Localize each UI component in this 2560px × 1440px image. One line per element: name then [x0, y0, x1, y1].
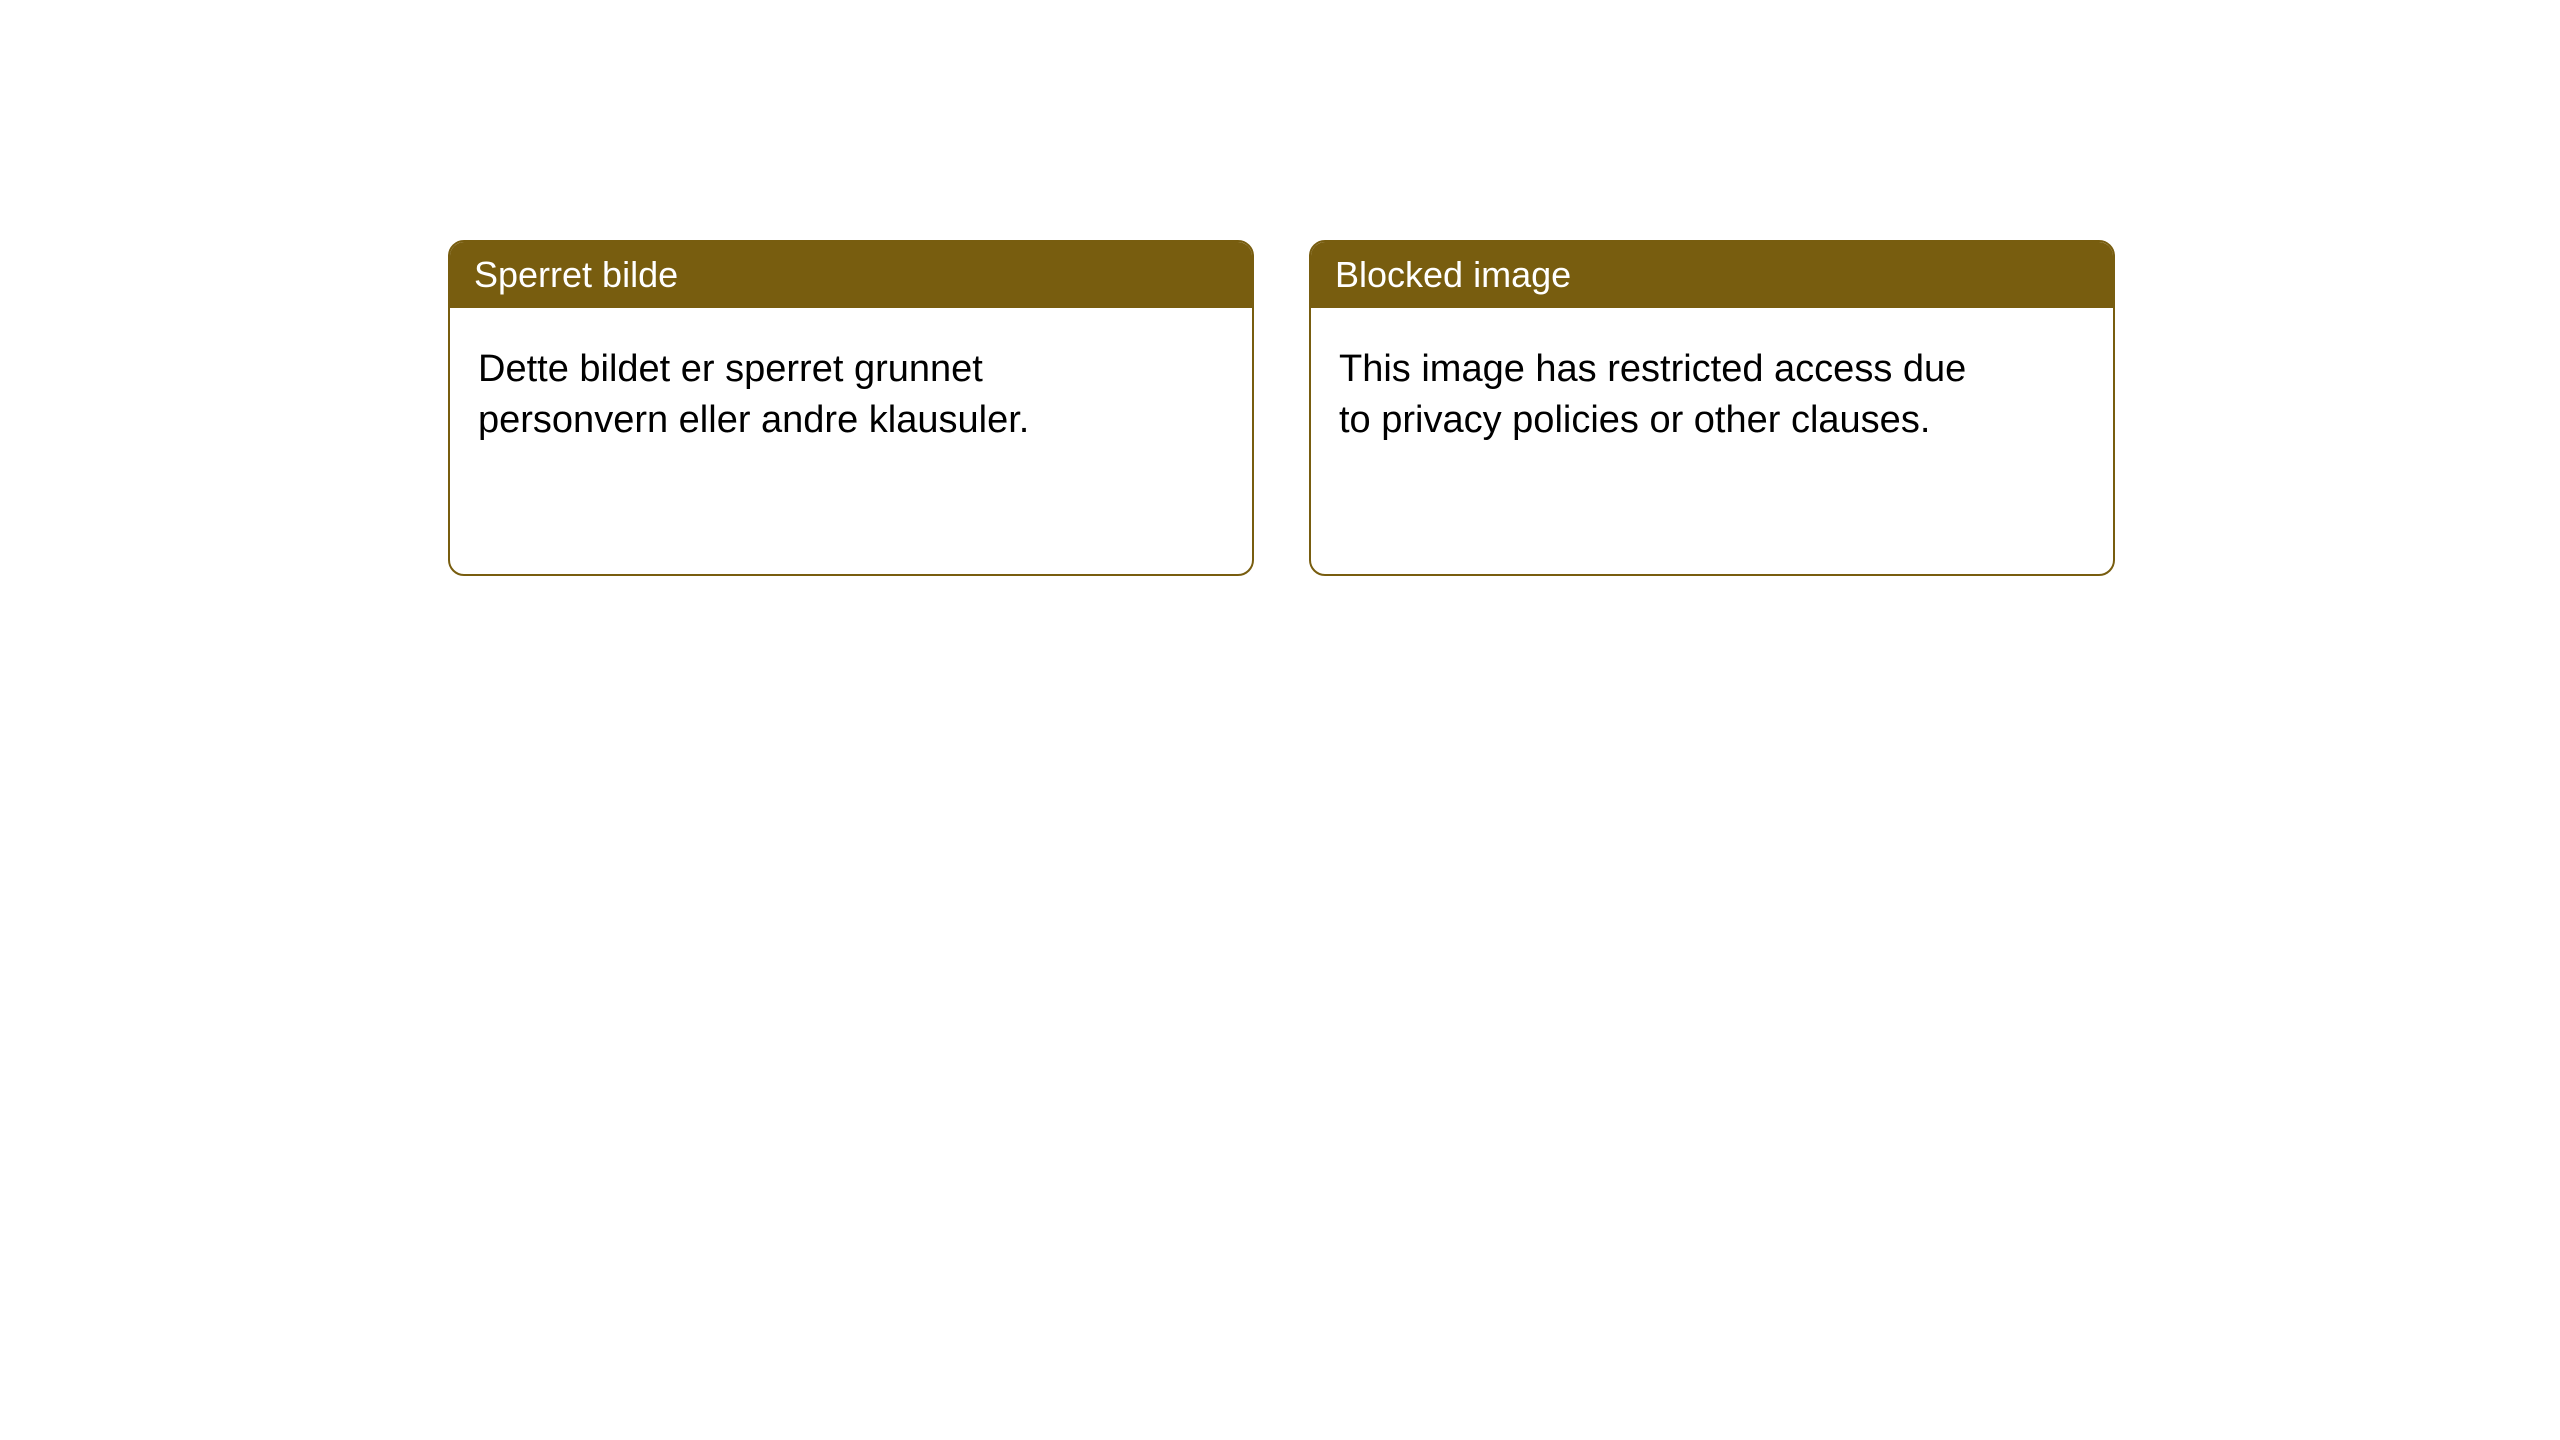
notice-container: Sperret bilde Dette bildet er sperret gr…	[0, 0, 2560, 576]
notice-box-norwegian: Sperret bilde Dette bildet er sperret gr…	[448, 240, 1254, 576]
notice-body: This image has restricted access due to …	[1311, 308, 2031, 483]
notice-body: Dette bildet er sperret grunnet personve…	[450, 308, 1170, 483]
notice-title: Sperret bilde	[450, 242, 1252, 308]
notice-box-english: Blocked image This image has restricted …	[1309, 240, 2115, 576]
notice-title: Blocked image	[1311, 242, 2113, 308]
